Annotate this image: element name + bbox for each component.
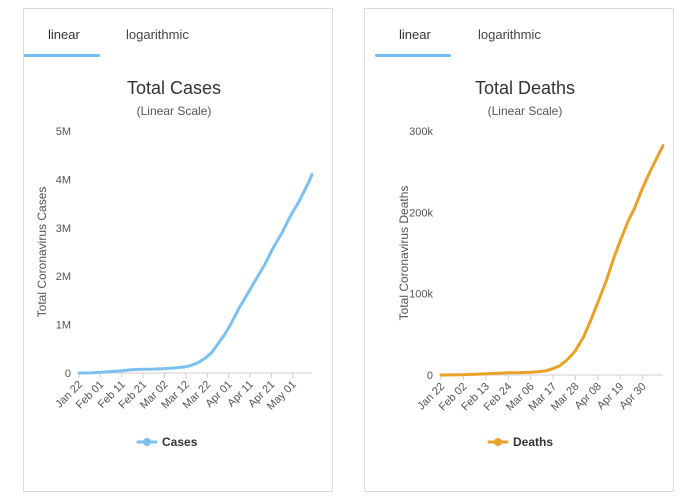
legend-item[interactable]: Cases (136, 435, 198, 449)
chart-title: Total Deaths (475, 78, 575, 98)
deaths-chart-panel: linear logarithmic Total Deaths (Linear S… (364, 8, 674, 492)
y-tick-label: 0 (427, 370, 433, 382)
series-line[interactable] (439, 144, 665, 377)
legend-item[interactable]: Deaths (487, 435, 553, 449)
y-tick-label: 2M (56, 271, 71, 283)
legend-marker (494, 438, 502, 446)
y-tick-label: 5M (56, 126, 71, 138)
tab-logarithmic[interactable]: logarithmic (126, 27, 189, 42)
legend-marker (143, 438, 151, 446)
legend-label: Cases (162, 435, 198, 449)
scale-tabs: linear logarithmic (24, 9, 332, 59)
y-tick-label: 3M (56, 223, 71, 235)
legend-label: Deaths (513, 435, 553, 449)
tab-linear[interactable]: linear (48, 27, 80, 42)
scale-tabs: linear logarithmic (365, 9, 673, 59)
chart-subtitle: (Linear Scale) (137, 104, 212, 118)
y-tick-label: 1M (56, 320, 71, 332)
cases-chart-panel: linear logarithmic Total Cases (Linear Sc… (23, 8, 333, 492)
series-line[interactable] (77, 173, 314, 375)
tab-logarithmic[interactable]: logarithmic (478, 27, 541, 42)
y-tick-label: 200k (409, 207, 433, 219)
active-tab-indicator (375, 54, 451, 57)
chart-subtitle: (Linear Scale) (488, 104, 563, 118)
chart-title: Total Cases (127, 78, 221, 98)
cases-chart: Total Cases (Linear Scale) Total Coronavir… (35, 78, 314, 449)
y-tick-label: 300k (409, 126, 433, 138)
y-tick-label: 100k (409, 289, 433, 301)
tab-linear[interactable]: linear (399, 27, 431, 42)
deaths-chart: Total Deaths (Linear Scale) Total Coronavi… (397, 78, 665, 449)
y-tick-label: 0 (65, 368, 71, 380)
y-tick-label: 4M (56, 174, 71, 186)
y-axis-title: Total Coronavirus Deaths (397, 186, 411, 321)
active-tab-indicator (24, 54, 100, 57)
y-axis-title: Total Coronavirus Cases (35, 187, 49, 318)
